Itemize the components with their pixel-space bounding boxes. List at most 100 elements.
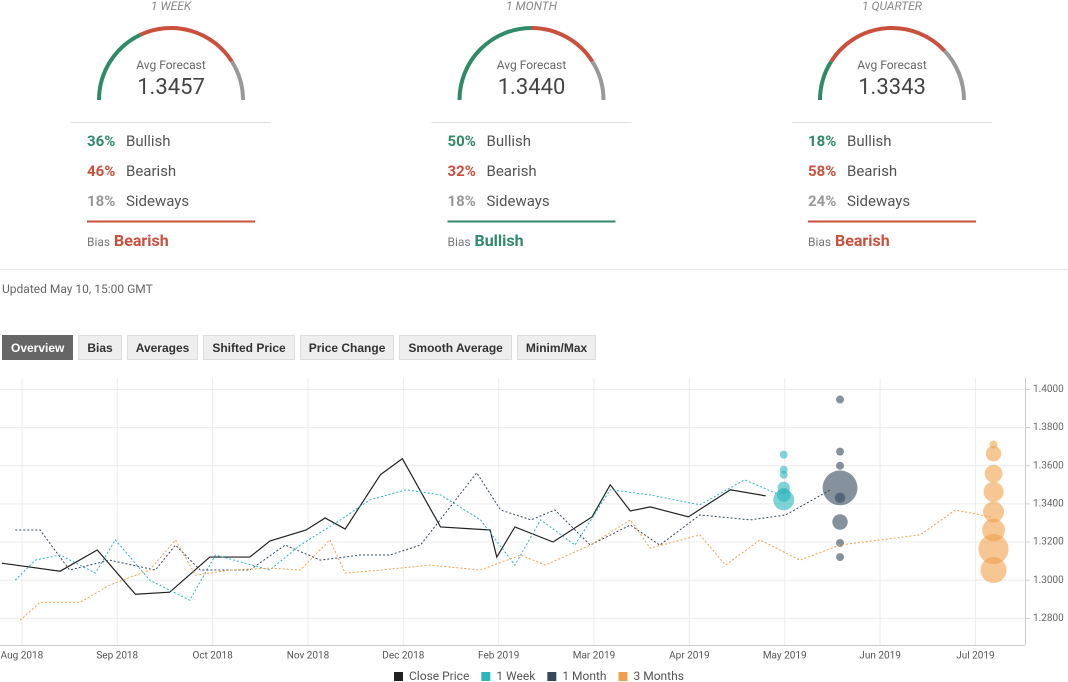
tab[interactable]: Overview	[2, 335, 74, 360]
bias-value: Bearish	[835, 231, 890, 250]
legend-swatch	[394, 672, 403, 681]
forecast-bubble	[836, 461, 845, 470]
forecast-bubble	[779, 450, 788, 459]
percent-label: 46%	[87, 162, 115, 180]
percent-label: 50%	[448, 132, 476, 150]
avg-label: Avg Forecast	[857, 58, 927, 72]
bias-label: Bias	[808, 235, 831, 249]
forecast-bubble	[985, 446, 1002, 462]
forecast-bubble	[983, 501, 1005, 523]
percent-label: 32%	[448, 162, 476, 180]
percent-label: 24%	[808, 192, 836, 210]
gauge-segment	[139, 26, 234, 63]
series-line	[1, 457, 766, 595]
series-line	[19, 509, 991, 621]
bias-label: Bias	[87, 235, 110, 249]
forecast-bubble	[836, 395, 845, 404]
row-label: Sideways	[487, 192, 550, 210]
y-tick-label: 1.3600	[1033, 460, 1064, 471]
bias-label: Bias	[448, 235, 471, 249]
gauge-segment	[230, 60, 245, 101]
forecast-bubble	[983, 481, 1004, 502]
period-label: 1 WEEK	[151, 0, 192, 13]
forecast-bubble	[773, 489, 795, 511]
gauge-segment	[829, 26, 946, 63]
y-tick-label: 1.3800	[1033, 422, 1064, 433]
forecast-bubble	[834, 492, 846, 504]
gauge-segment	[457, 26, 532, 101]
forecast-bubble	[984, 464, 1003, 483]
row-label: Bearish	[126, 162, 176, 180]
legend-swatch	[481, 672, 491, 681]
avg-value: 1.3343	[858, 75, 926, 100]
x-tick-label: Aug 2018	[1, 651, 44, 662]
tab[interactable]: Minim/Max	[516, 335, 597, 360]
percent-label: 58%	[808, 162, 836, 180]
row-label: Sideways	[126, 192, 189, 210]
percent-label: 18%	[448, 192, 476, 210]
x-tick-label: Sep 2018	[96, 651, 138, 662]
y-tick-label: 1.3200	[1033, 537, 1064, 548]
forecast-bubble	[978, 533, 1009, 565]
y-tick-label: 1.3400	[1033, 499, 1064, 510]
percent-label: 18%	[87, 192, 115, 210]
tab[interactable]: Averages	[126, 335, 199, 360]
avg-value: 1.3440	[498, 75, 566, 100]
x-tick-label: Dec 2018	[382, 651, 424, 662]
bias-value: Bearish	[114, 231, 169, 250]
row-label: Bearish	[847, 162, 897, 180]
legend-label: 3 Months	[634, 669, 684, 682]
avg-label: Avg Forecast	[497, 58, 567, 72]
legend-swatch	[547, 672, 557, 681]
legend-label: 1 Week	[496, 669, 536, 682]
forecast-bubble	[980, 557, 1007, 584]
x-tick-label: Mar 2019	[573, 651, 616, 662]
forecast-bubble	[836, 538, 845, 547]
series-line	[14, 479, 781, 601]
forecast-bubble	[832, 514, 848, 530]
tab[interactable]: Price Change	[299, 335, 395, 360]
gauge-segment	[818, 60, 833, 101]
period-label: 1 QUARTER	[862, 0, 923, 13]
row-label: Bullish	[126, 132, 171, 150]
tab[interactable]: Bias	[78, 335, 122, 360]
forecast-bubble	[836, 447, 845, 456]
updated-text: Updated May 10, 15:00 GMT	[2, 282, 153, 296]
tab-bar: Overview Bias Averages Shifted Price Price C…	[2, 335, 597, 360]
legend-swatch	[618, 672, 628, 681]
y-tick-label: 1.4000	[1033, 384, 1064, 395]
x-tick-label: Feb 2019	[478, 651, 519, 662]
gauge-segment	[97, 33, 142, 101]
avg-value: 1.3457	[137, 75, 205, 100]
forecast-bubble	[822, 470, 858, 506]
percent-label: 18%	[808, 132, 836, 150]
avg-label: Avg Forecast	[136, 58, 206, 72]
row-label: Bullish	[847, 132, 892, 150]
gauge-segment	[590, 60, 606, 101]
x-tick-label: Apr 2019	[669, 651, 710, 662]
legend-label: Close Price	[409, 669, 469, 682]
row-label: Bearish	[487, 162, 537, 180]
x-tick-label: Oct 2018	[192, 651, 233, 662]
series-line	[15, 471, 831, 571]
bias-value: Bullish	[475, 231, 524, 250]
forecast-bubble	[836, 553, 845, 562]
legend-label: 1 Month	[562, 669, 606, 682]
gauge-segment	[531, 26, 594, 63]
x-tick-label: May 2019	[763, 651, 807, 662]
percent-label: 36%	[87, 132, 115, 150]
x-tick-label: Jul 2019	[956, 651, 994, 662]
tab[interactable]: Shifted Price	[203, 335, 295, 360]
x-tick-label: Nov 2018	[287, 651, 330, 662]
tab[interactable]: Smooth Average	[399, 335, 512, 360]
row-label: Sideways	[847, 192, 910, 210]
row-label: Bullish	[487, 132, 532, 150]
gauge-segment	[943, 49, 966, 101]
y-tick-label: 1.3000	[1033, 575, 1064, 586]
x-tick-label: Jun 2019	[859, 651, 901, 662]
forecast-bubble	[779, 470, 788, 479]
y-tick-label: 1.2800	[1033, 613, 1064, 624]
period-label: 1 MONTH	[506, 0, 558, 13]
